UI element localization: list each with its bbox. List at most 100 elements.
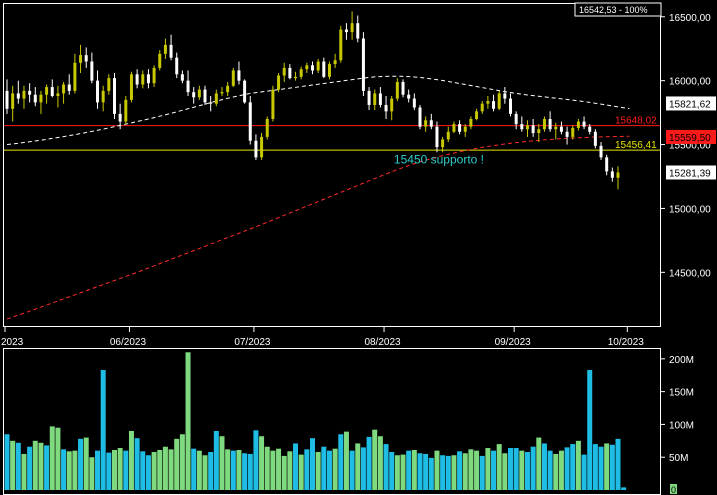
candle-body	[67, 84, 71, 91]
candle-body	[480, 103, 484, 112]
volume-bar	[117, 448, 123, 490]
candle-body	[152, 67, 156, 84]
volume-bar	[185, 352, 191, 490]
price-badge	[666, 129, 716, 144]
volume-bar	[247, 453, 253, 490]
candle-body	[616, 172, 620, 178]
volume-bar	[428, 457, 434, 490]
volume-bar	[366, 436, 372, 490]
candle-body	[197, 89, 201, 98]
candle-body	[112, 78, 116, 114]
candle-body	[39, 94, 43, 103]
candle-body	[73, 62, 77, 91]
volume-bar	[592, 444, 598, 490]
header-value-box	[574, 2, 662, 17]
volume-bar	[61, 449, 67, 490]
candle-body	[118, 113, 122, 122]
volume-bar	[72, 450, 78, 490]
level-line-label: 15648,02	[615, 116, 657, 127]
volume-bar	[411, 449, 417, 490]
x-axis-label: 09/2023	[495, 337, 532, 348]
candle-body	[16, 93, 20, 99]
volume-bar	[298, 454, 304, 490]
volume-axis-label: 50M	[669, 453, 688, 464]
candle-body	[107, 78, 111, 91]
candle-body	[435, 126, 439, 148]
candle-body	[458, 124, 462, 132]
volume-bar	[128, 430, 134, 490]
volume-bar	[259, 436, 265, 490]
volume-bar	[598, 446, 604, 490]
candle-body	[237, 70, 241, 81]
volume-bar	[230, 450, 236, 490]
volume-bar	[208, 451, 214, 490]
volume-bar	[451, 455, 457, 490]
candle-body	[559, 126, 563, 132]
candle-body	[520, 124, 524, 130]
volume-bar	[15, 442, 21, 490]
volume-bar	[621, 487, 627, 490]
volume-bar	[468, 449, 474, 490]
volume-bar	[496, 444, 502, 490]
candle-body	[5, 90, 9, 109]
candle-body	[56, 93, 60, 96]
moving-average-slow	[6, 135, 630, 320]
volume-bar	[321, 446, 327, 490]
candle-body	[475, 111, 479, 119]
candle-body	[424, 120, 428, 127]
candle-body	[28, 90, 32, 95]
candle-body	[163, 44, 167, 54]
candle-body	[96, 80, 100, 103]
candle-body	[311, 65, 314, 71]
x-axis-label: 08/2023	[364, 337, 401, 348]
volume-bar	[310, 438, 315, 490]
candle-body	[226, 85, 230, 93]
volume-bar	[558, 450, 564, 490]
candle-body	[373, 93, 377, 105]
candle-body	[146, 74, 150, 84]
volume-bar	[349, 450, 355, 490]
candle-body	[537, 129, 541, 134]
volume-bar	[326, 450, 332, 490]
candle-body	[486, 101, 490, 104]
volume-bar	[83, 437, 89, 490]
volume-bar	[100, 369, 106, 490]
volume-bar	[55, 427, 61, 490]
volume-bar	[66, 451, 72, 490]
candle-body	[525, 125, 529, 130]
volume-bar	[524, 451, 530, 490]
volume-bar	[485, 448, 491, 490]
candle-body	[571, 127, 575, 137]
candle-body	[22, 90, 26, 99]
volume-bar	[570, 444, 576, 490]
volume-bar	[377, 436, 383, 490]
candle-body	[395, 81, 399, 99]
candle-body	[254, 140, 258, 158]
volume-bar	[145, 455, 151, 490]
price-badge	[666, 96, 716, 111]
volume-bar	[564, 447, 570, 490]
volume-bar	[609, 444, 615, 490]
candle-body	[514, 113, 518, 125]
volume-bar	[4, 434, 10, 490]
candle-body	[610, 171, 614, 178]
volume-bar	[462, 453, 468, 490]
volume-bar	[44, 445, 50, 490]
volume-bar	[196, 450, 202, 490]
volume-bar	[162, 446, 168, 490]
volume-bar	[553, 453, 559, 490]
volume-bar	[530, 446, 536, 490]
x-axis-label: 2023	[1, 337, 24, 348]
candle-body	[243, 80, 247, 103]
candle-body	[412, 98, 416, 108]
volume-bar	[32, 440, 38, 490]
candle-body	[378, 93, 382, 105]
price-axis-label: 14500,00	[669, 268, 711, 279]
candle-body	[327, 64, 331, 77]
volume-bar	[213, 430, 219, 490]
candle-body	[231, 70, 235, 86]
candle-body	[141, 74, 145, 85]
volume-bar	[519, 450, 525, 490]
volume-bar	[21, 453, 27, 490]
